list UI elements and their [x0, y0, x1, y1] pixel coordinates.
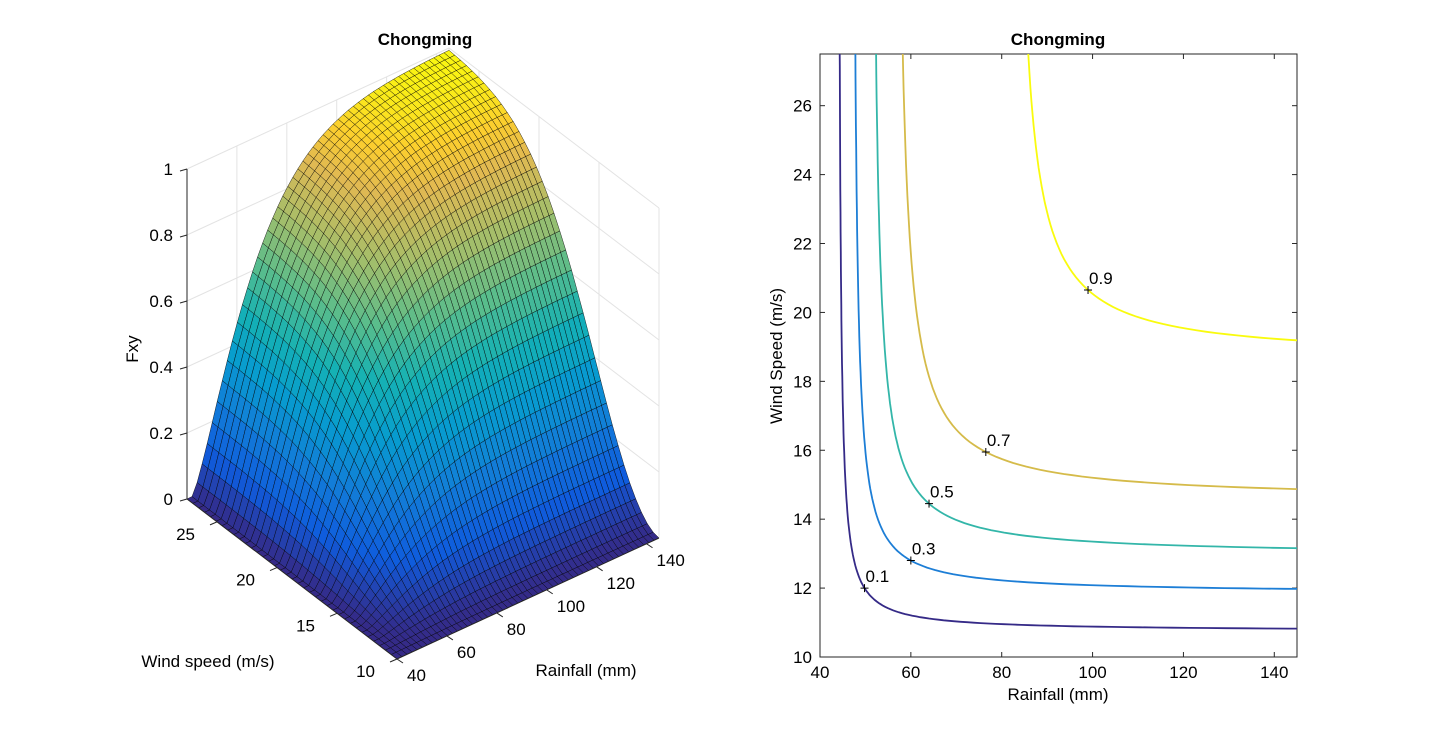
surface-x-tick-label: 120	[607, 574, 635, 593]
contour-level-label: 0.7	[987, 431, 1011, 450]
contour-level-label: 0.3	[912, 540, 936, 559]
surface-x-tick-label: 60	[457, 643, 476, 662]
contour-y-tick-label: 20	[793, 303, 812, 322]
contour-y-tick-label: 24	[793, 166, 812, 185]
surface-x-tick	[646, 543, 653, 549]
contour-y-tick-label: 18	[793, 372, 812, 391]
contour-label-marker	[906, 556, 915, 565]
contour-y-tick-label: 22	[793, 235, 812, 254]
surface-x-tick	[596, 566, 603, 572]
contour-x-tick-label: 80	[992, 663, 1011, 682]
contour-y-tick-label: 26	[793, 97, 812, 116]
contour-plot-box	[819, 53, 1298, 658]
surface-x-tick	[496, 612, 504, 618]
contour-label-marker	[860, 584, 869, 593]
surface-z-tick-label: 0.2	[149, 424, 173, 443]
surface-y-tick	[389, 658, 398, 663]
surface-axes: 0 0.2 0.4 0.6 0.8 1 10 15 20 25 40 60 80 100 120 140 Ch…	[123, 30, 685, 685]
contour-label-marker	[925, 499, 934, 508]
surface-y-tick-label: 10	[356, 662, 375, 681]
surface-z-tick-label: 1	[164, 160, 173, 179]
surface-z-tick-label: 0.8	[149, 226, 173, 245]
contour-lines	[838, 53, 1298, 630]
surface-mesh	[186, 50, 660, 660]
surface-z-tick-label: 0	[164, 490, 173, 509]
surface-title: Chongming	[378, 30, 472, 49]
contour-line-0.3	[854, 53, 1298, 590]
surface-y-tick	[209, 521, 218, 526]
contour-xlabel: Rainfall (mm)	[1007, 685, 1108, 704]
contour-x-tick-label: 100	[1078, 663, 1106, 682]
contour-level-labels: 0.1 0.3 0.5 0.7 0.9	[860, 269, 1113, 593]
contour-axes: 40 60 80 100 120 140 10 12 14 16 18 20 22 24 26 0.1 0.3…	[767, 30, 1298, 704]
surface-z-tick	[179, 168, 188, 172]
contour-x-tick-label: 40	[811, 663, 830, 682]
surface-x-tick	[546, 589, 553, 595]
surface-y-tick-label: 15	[296, 616, 315, 635]
contour-x-tick-label: 120	[1169, 663, 1197, 682]
contour-x-tick-label: 140	[1260, 663, 1288, 682]
contour-label-marker	[981, 447, 990, 456]
contour-x-tick-label: 60	[901, 663, 920, 682]
contour-level-label: 0.9	[1089, 269, 1113, 288]
contour-level-label: 0.5	[930, 483, 954, 502]
surface-z-tick	[179, 234, 188, 238]
contour-label-marker	[1084, 286, 1093, 295]
surface-z-tick-label: 0.6	[149, 292, 173, 311]
surface-x-tick	[396, 658, 404, 664]
surface-x-tick-label: 100	[557, 597, 585, 616]
contour-y-tick-label: 10	[793, 648, 812, 667]
surface-tick-labels: 0 0.2 0.4 0.6 0.8 1 10 15 20 25 40 60 80 100 120 140	[149, 160, 685, 685]
surface-x-tick-label: 140	[657, 551, 685, 570]
contour-title: Chongming	[1011, 30, 1105, 49]
surface-z-tick	[179, 300, 188, 304]
contour-y-tick-label: 16	[793, 441, 812, 460]
contour-ylabel: Wind Speed (m/s)	[767, 288, 786, 424]
contour-level-label: 0.1	[866, 567, 890, 586]
contour-line-0.7	[901, 53, 1298, 490]
surface-axis-line	[396, 537, 660, 660]
contour-line-0.5	[875, 53, 1298, 550]
surface-z-tick	[179, 432, 188, 436]
contour-y-tick-label: 14	[793, 510, 812, 529]
surface-zlabel: Fxy	[123, 335, 142, 363]
surface-z-tick-label: 0.4	[149, 358, 173, 377]
surface-y-tick	[269, 567, 278, 572]
surface-x-tick-label: 40	[407, 666, 426, 685]
surface-x-tick	[446, 635, 454, 641]
surface-y-tick	[329, 612, 338, 617]
surface-y-tick-label: 25	[176, 525, 195, 544]
contour-line-0.1	[838, 53, 1297, 630]
contour-line-0.9	[1027, 53, 1298, 342]
surface-axis-line	[186, 498, 398, 660]
surface-x-tick-label: 80	[507, 620, 526, 639]
surface-y-tick-label: 20	[236, 571, 255, 590]
surface-ylabel: Wind speed (m/s)	[141, 652, 274, 671]
surface-z-tick	[179, 366, 188, 370]
contour-y-tick-label: 12	[793, 579, 812, 598]
surface-xlabel: Rainfall (mm)	[535, 661, 636, 680]
contour-ticks: 40 60 80 100 120 140 10 12 14 16 18 20 22 24 26	[793, 54, 1297, 682]
surface-z-tick	[179, 498, 188, 502]
